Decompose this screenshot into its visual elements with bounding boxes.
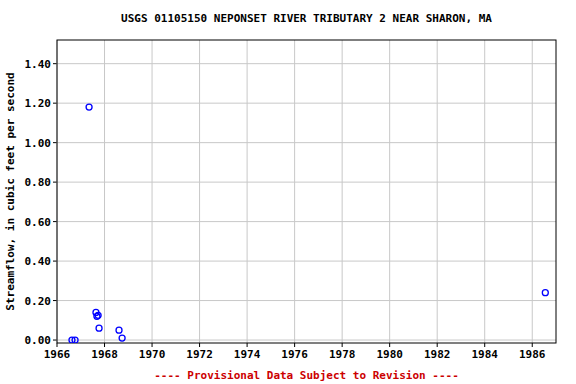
background: [0, 0, 576, 384]
grid-line: [57, 63, 556, 64]
tick: [57, 343, 58, 347]
tick: [484, 343, 485, 347]
points: [69, 104, 548, 343]
point: [96, 325, 102, 331]
tick-label: 1.00: [25, 137, 52, 150]
tick: [199, 343, 200, 347]
tick-label: 1986: [519, 348, 546, 361]
tick-label: 0.00: [25, 334, 52, 347]
point: [95, 312, 101, 318]
tick: [104, 343, 105, 347]
tick: [389, 343, 390, 347]
tick-label: 0.60: [25, 216, 52, 229]
tick-label: 1970: [139, 348, 166, 361]
tick-label: 1.40: [25, 58, 52, 71]
point: [86, 104, 92, 110]
plot-area: [57, 40, 556, 343]
grid-line: [152, 40, 153, 343]
grid-line: [57, 300, 556, 301]
tick: [437, 343, 438, 347]
grid-line: [57, 182, 556, 183]
grid-line: [57, 221, 556, 222]
tick-label: 1982: [424, 348, 451, 361]
grid-line: [294, 40, 295, 343]
title: USGS 01105150 NEPONSET RIVER TRIBUTARY 2…: [121, 12, 492, 25]
tick: [53, 63, 57, 64]
grid-line: [532, 40, 533, 343]
tick-label: 0.80: [25, 176, 52, 189]
grid-line: [57, 142, 556, 143]
point: [72, 337, 78, 343]
tick: [53, 182, 57, 183]
grid-line: [57, 103, 556, 104]
tick-label: 0.20: [25, 295, 52, 308]
grid-line: [342, 40, 343, 343]
tick-label: 1978: [329, 348, 356, 361]
tick: [342, 343, 343, 347]
tick: [294, 343, 295, 347]
plot-frame: [57, 40, 556, 343]
tick: [247, 343, 248, 347]
tick: [53, 261, 57, 262]
tick: [53, 142, 57, 143]
tick: [532, 343, 533, 347]
tick-label: 1984: [471, 348, 498, 361]
tick-label: 1968: [91, 348, 118, 361]
tick-label: 1980: [376, 348, 403, 361]
tick: [53, 221, 57, 222]
grid-line: [104, 40, 105, 343]
point: [542, 290, 548, 296]
tick-label: 1976: [281, 348, 308, 361]
grid-line: [247, 40, 248, 343]
point: [116, 327, 122, 333]
tick-label: 1.20: [25, 97, 52, 110]
tick-label: 1972: [186, 348, 213, 361]
point: [119, 335, 125, 341]
grid-line: [389, 40, 390, 343]
grid-line: [57, 261, 556, 262]
grid-line: [484, 40, 485, 343]
tick: [53, 340, 57, 341]
tick: [152, 343, 153, 347]
tick-label: 1974: [234, 348, 261, 361]
tick-label: 0.40: [25, 255, 52, 268]
grid-line: [199, 40, 200, 343]
tick-label: 1966: [44, 348, 71, 361]
y-axis-label: Streamflow, in cubic feet per second: [4, 72, 17, 310]
chart: 0.00 0.20 0.40 0.60 0.80 1.00 1.20 1.40 1966 1968…: [0, 0, 576, 384]
grid-line: [57, 340, 556, 341]
tick: [53, 103, 57, 104]
grid-line: [437, 40, 438, 343]
annotation: ---- Provisional Data Subject to Revisio…: [154, 369, 459, 382]
tick: [53, 300, 57, 301]
